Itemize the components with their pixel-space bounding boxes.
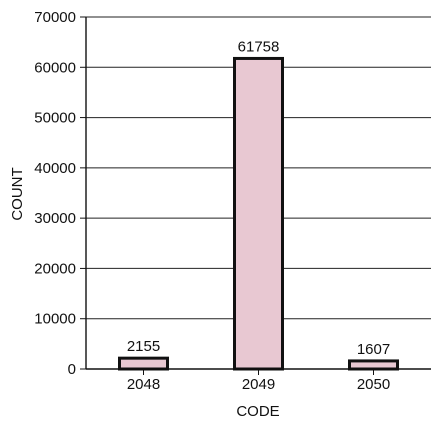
- x-tick-labels: 2048 2049 2050: [127, 376, 390, 393]
- y-tick-label: 60000: [34, 59, 76, 76]
- y-axis-title: COUNT: [9, 167, 26, 220]
- data-label-2049: 61758: [238, 38, 280, 55]
- axes: [80, 16, 431, 375]
- y-tick-label: 20000: [34, 260, 76, 277]
- y-tick-label: 30000: [34, 210, 76, 227]
- x-tick-label-2050: 2050: [357, 376, 390, 393]
- x-tick-label-2049: 2049: [242, 376, 275, 393]
- y-tick-label: 50000: [34, 110, 76, 127]
- bar-2048: [118, 356, 169, 371]
- data-label-2050: 1607: [357, 341, 390, 358]
- y-tick-labels: 0 10000 20000 30000 40000 50000 60000 70000: [34, 9, 76, 378]
- x-tick-label-2048: 2048: [127, 376, 160, 393]
- x-axis-title: CODE: [236, 403, 279, 420]
- y-tick-label: 0: [68, 361, 76, 378]
- bar-2050: [348, 359, 399, 371]
- data-label-2048: 2155: [127, 338, 160, 355]
- y-tick-label: 70000: [34, 9, 76, 26]
- bars: [118, 56, 399, 371]
- data-labels: 2155 61758 1607: [127, 38, 390, 357]
- y-tick-label: 40000: [34, 160, 76, 177]
- y-tick-label: 10000: [34, 311, 76, 328]
- bar-2049: [233, 56, 284, 371]
